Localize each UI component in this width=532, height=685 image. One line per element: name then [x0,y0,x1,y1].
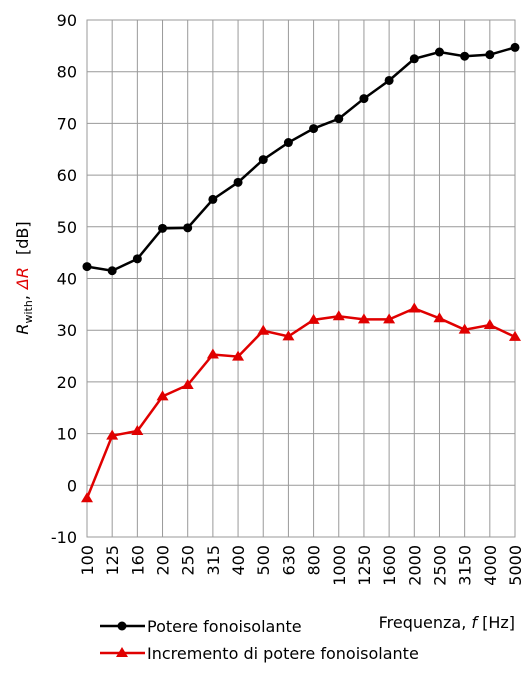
point [460,51,470,61]
x-tick-label: 1600 [380,545,399,586]
point [158,223,168,233]
y-tick-label: 10 [57,425,77,444]
x-tick-label: 630 [279,545,298,576]
point [434,47,444,57]
point [206,348,219,359]
y-label-dr: ΔR [13,267,32,291]
y-tick-label: 60 [57,166,77,185]
x-tick-label: 4000 [481,545,500,586]
point [283,138,293,148]
point [357,313,370,324]
y-tick-label: 70 [57,114,77,133]
point [282,330,295,341]
line [86,46,516,273]
y-tick-label: 50 [57,218,77,237]
x-tick-label: 100 [78,545,97,576]
x-tick-label: 3150 [456,545,475,586]
point [131,425,144,436]
point [208,194,218,204]
x-tick-label: 800 [305,545,324,576]
point [409,54,419,64]
point [233,177,243,187]
x-tick-label: 250 [179,545,198,576]
point [117,621,127,631]
point [307,313,320,324]
point [359,94,369,104]
point [483,319,496,330]
x-tick-label: 1250 [355,545,374,586]
y-tick-label: 40 [57,270,77,289]
point [82,262,92,272]
y-tick-label: 20 [57,373,77,392]
point [116,647,128,657]
point [181,379,194,390]
x-tick-label: 500 [254,545,273,576]
plot-frame [86,19,516,538]
x-tick-label: 2500 [430,545,449,586]
y-axis-label: Rwith, ΔR [dB] [13,221,35,334]
legend-label: Potere fonoisolante [147,617,302,636]
series [81,302,521,503]
x-tick-label: 200 [154,545,173,576]
point [383,313,396,324]
legend-label: Incremento di potere fonoisolante [147,644,419,663]
series [82,42,520,276]
y-tick-label: 30 [57,321,77,340]
x-tick-label: 1000 [330,545,349,586]
point [458,323,471,334]
x-tick-label: 5000 [506,545,525,586]
line [85,307,516,499]
x-tick-label: 160 [128,545,147,576]
point [334,114,344,124]
y-tick-label: 80 [57,63,77,82]
y-axis-label-text: Rwith, ΔR [dB] [13,221,35,334]
point [384,75,394,85]
point [107,266,117,276]
point [309,124,319,134]
point [332,310,345,321]
point [408,302,421,313]
y-tick-label: 90 [57,11,77,30]
x-label-unit: [Hz] [477,613,515,632]
x-tick-label: 125 [103,545,122,576]
x-tick-label: 2000 [405,545,424,586]
point [81,492,93,503]
point [485,50,495,60]
point [510,42,520,52]
y-label-r: R [13,324,32,335]
x-tick-label: 315 [204,545,223,576]
y-label-unit: [dB] [13,221,32,255]
y-label-sub: with [22,300,35,323]
point [433,312,446,323]
point [183,223,193,233]
point [106,429,119,440]
y-tick-label: 0 [67,476,77,495]
point [232,350,245,361]
y-label-comma: , [13,295,32,300]
x-label-a: Frequenza, [379,613,472,632]
point [509,330,521,341]
point [132,254,142,264]
x-axis-label: Frequenza, f [Hz] [379,613,515,632]
point [257,324,270,335]
point [156,390,169,401]
x-tick-label: 400 [229,545,248,576]
y-tick-label: -10 [51,528,77,547]
x-label-f: f [471,613,479,632]
point [258,155,268,165]
